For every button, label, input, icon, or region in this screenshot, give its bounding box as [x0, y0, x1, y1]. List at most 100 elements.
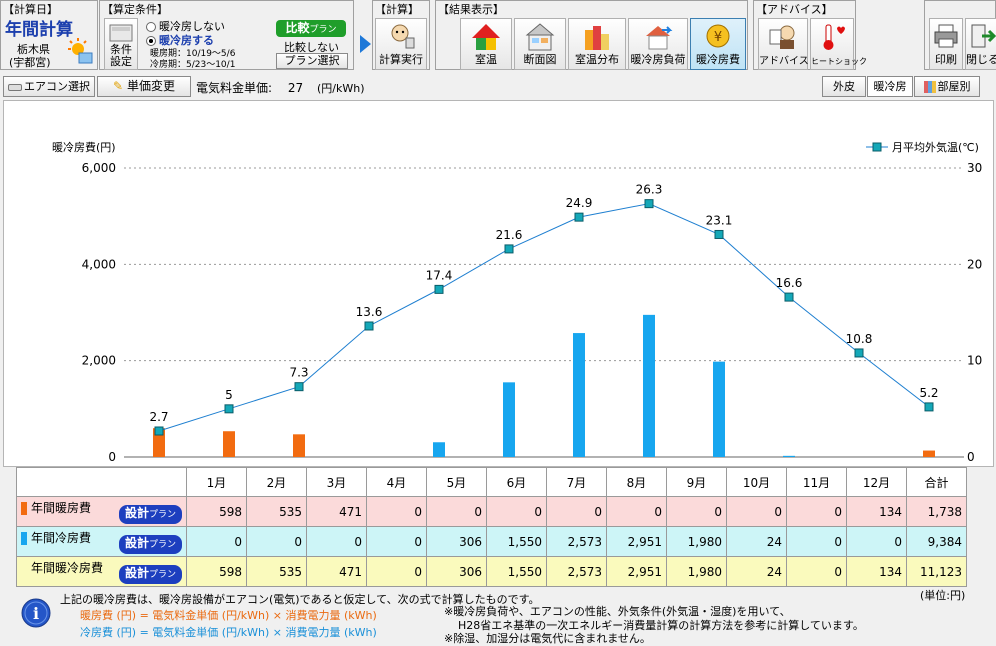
plan-select-button[interactable]: プラン選択	[276, 53, 348, 69]
total-cell: 9,384	[906, 526, 967, 557]
cost-cell: 1,550	[486, 556, 547, 587]
month-header: 10月	[726, 467, 787, 497]
calc-date-group: 【計算日】 年間計算 栃木県 (宇都宮)	[0, 0, 98, 70]
result-group: 【結果表示】 室温 断面図 室温分布 暖冷房負荷 ¥ 暖冷房費	[435, 0, 748, 70]
hvac-cost-chart: 0 2,000 4,000 6,000 0 10 20 30 暖冷房費(円) 2.7 5 7.3 13.…	[52, 140, 982, 464]
cost-cell: 0	[426, 496, 487, 527]
compare-plan-badge[interactable]: 比較プラン	[276, 20, 346, 37]
cost-cell: 0	[366, 496, 427, 527]
left-tick-label: 2,000	[82, 354, 116, 368]
location-weather-icon[interactable]	[67, 37, 95, 65]
temperature-label: 5.2	[919, 386, 938, 400]
calc-person-icon	[391, 24, 415, 49]
row-label-cell: 年間冷房費 設計プラン	[16, 526, 187, 557]
temperature-point	[504, 244, 514, 254]
temperature-label: 5	[225, 388, 233, 402]
printer-icon	[934, 24, 958, 48]
result-group-label: 【結果表示】	[438, 3, 504, 16]
price-label: 電気料金単価:	[196, 81, 273, 95]
location-prefecture: 栃木県	[17, 43, 50, 56]
heating-period: 暖房期：10/19～5/6	[150, 49, 236, 59]
temperature-label: 7.3	[289, 366, 308, 380]
calc-group: 【計算】 計算実行	[372, 0, 430, 70]
bar-cooling	[503, 382, 515, 457]
temperature-label: 17.4	[426, 268, 453, 282]
advice-button[interactable]: アドバイス	[758, 18, 809, 70]
legend-label: 月平均外気温(℃)	[892, 140, 979, 154]
compare-label: 比較	[285, 21, 310, 35]
cost-cell: 134	[846, 496, 907, 527]
cost-cell: 0	[606, 496, 667, 527]
result-load-label: 暖冷房負荷	[630, 53, 686, 66]
radio-yes-label: 暖冷房する	[159, 34, 214, 47]
bar-cooling	[783, 455, 795, 457]
room-icon	[923, 81, 936, 93]
thermometer-heart-icon	[823, 24, 845, 50]
result-room-temp-button[interactable]: 室温	[460, 18, 512, 70]
calc-run-label: 計算実行	[379, 53, 423, 66]
right-tick-label: 30	[967, 161, 982, 175]
plan-sub: プラン	[148, 570, 176, 580]
result-section-label: 断面図	[523, 53, 557, 66]
design-plan-badge[interactable]: 設計プラン	[118, 535, 182, 554]
price-change-label: 単価変更	[126, 79, 175, 93]
tab-outer[interactable]: 外皮	[822, 76, 866, 97]
condition-settings-button[interactable]: 条件設定	[104, 18, 138, 70]
cost-cell: 0	[666, 496, 727, 527]
advice-person-icon	[769, 25, 795, 49]
result-section-button[interactable]: 断面図	[514, 18, 566, 70]
calc-run-button[interactable]: 計算実行	[375, 18, 427, 70]
price-change-button[interactable]: ✎ 単価変更	[97, 76, 191, 97]
cost-cell: 0	[366, 526, 427, 557]
result-load-button[interactable]: 暖冷房負荷	[628, 18, 688, 70]
right-tick-label: 20	[967, 257, 982, 271]
radio-no-label: 暖冷房しない	[159, 20, 225, 33]
cost-cell: 0	[306, 526, 367, 557]
cost-cell: 0	[726, 496, 787, 527]
cooling-formula: 冷房費 (円) = 電気料金単価 (円/kWh) × 消費電力量 (kWh)	[80, 626, 377, 639]
unit-note: (単位:円)	[920, 589, 966, 602]
cost-cell: 2,573	[546, 526, 607, 557]
row-label: 年間冷房費	[31, 531, 92, 545]
calc-group-label: 【計算】	[375, 3, 419, 16]
temperature-label: 21.6	[496, 228, 523, 242]
tab-room[interactable]: 部屋別	[914, 76, 980, 97]
tab-room-label: 部屋別	[937, 80, 971, 93]
price-change-icon: ✎	[113, 79, 124, 93]
month-header: 4月	[366, 467, 427, 497]
svg-text:i: i	[33, 604, 39, 623]
radio-yes-circle	[146, 36, 156, 46]
result-cost-button[interactable]: ¥ 暖冷房費	[690, 18, 746, 70]
tab-hvac[interactable]: 暖冷房	[867, 76, 913, 97]
close-button[interactable]: 閉じる	[965, 18, 996, 70]
total-cell: 1,738	[906, 496, 967, 527]
temperature-label: 13.6	[356, 305, 383, 319]
temperature-point	[294, 382, 304, 392]
note-right3: ※除湿、加湿分は電気代に含まれません。	[444, 632, 651, 645]
location-city: (宇都宮)	[9, 56, 51, 69]
info-icon: i	[21, 598, 51, 628]
aircon-select-button[interactable]: エアコン選択	[3, 76, 95, 97]
condition-settings-label: 条件設定	[110, 43, 132, 68]
cost-cell: 0	[786, 526, 847, 557]
design-plan-badge[interactable]: 設計プラン	[118, 565, 182, 584]
price-value: 27	[287, 81, 304, 95]
design-plan-badge[interactable]: 設計プラン	[118, 505, 182, 524]
heating-formula: 暖房費 (円) = 電気料金単価 (円/kWh) × 消費電力量 (kWh)	[80, 609, 377, 622]
calc-date-group-label: 【計算日】	[3, 3, 58, 16]
cost-cell: 306	[426, 556, 487, 587]
heatshock-button[interactable]: ヒートショック	[810, 18, 867, 70]
advice-group-label: 【アドバイス】	[756, 3, 833, 16]
section-view-icon	[525, 23, 555, 51]
print-button[interactable]: 印刷	[929, 18, 963, 70]
temperature-line	[158, 203, 930, 432]
radio-no-hvac[interactable]: 暖冷房しない	[146, 18, 225, 34]
month-header: 8月	[606, 467, 667, 497]
house-temp-icon	[472, 24, 500, 50]
cost-cell: 0	[546, 496, 607, 527]
cost-cell: 598	[186, 496, 247, 527]
result-distribution-button[interactable]: 室温分布	[568, 18, 626, 70]
radio-no-circle	[146, 22, 156, 32]
radio-hvac[interactable]: 暖冷房する	[146, 32, 214, 48]
condition-group-label: 【算定条件】	[102, 3, 168, 16]
